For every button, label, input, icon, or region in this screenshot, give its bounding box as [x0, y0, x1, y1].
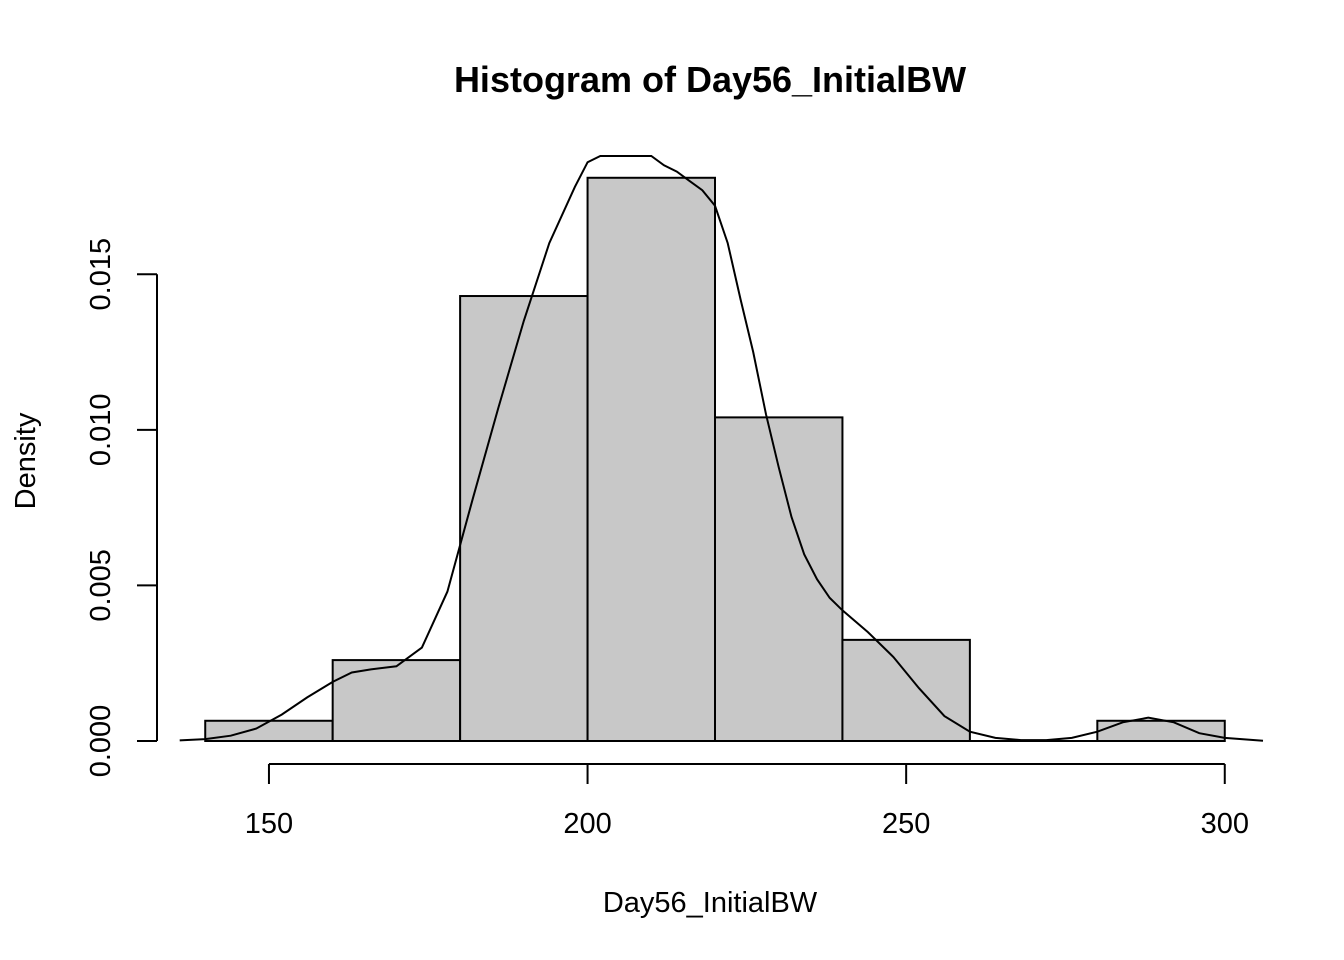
x-axis: 150 200 250 300	[245, 763, 1249, 840]
bars-group	[204, 176, 1226, 743]
histogram-bar	[331, 659, 462, 743]
density-curve	[179, 155, 1264, 742]
histogram-bar	[204, 719, 334, 742]
histogram-bar	[714, 416, 844, 742]
y-tick-label: 0.010	[85, 394, 117, 467]
histogram-bar	[841, 638, 971, 743]
x-tick-label: 150	[245, 808, 293, 840]
y-axis-label: Density	[10, 412, 42, 509]
x-tick-label: 250	[882, 808, 930, 840]
y-tick-label: 0.015	[85, 238, 117, 311]
x-tick-label: 300	[1201, 808, 1249, 840]
x-axis-label: Day56_InitialBW	[603, 887, 818, 919]
y-axis: 0.000 0.005 0.010 0.015	[85, 238, 158, 778]
histogram-bar	[586, 176, 717, 742]
y-tick-label: 0.000	[85, 705, 117, 778]
chart-title: Histogram of Day56_InitialBW	[454, 59, 966, 100]
y-tick-label: 0.005	[85, 549, 117, 622]
x-tick-label: 200	[563, 808, 611, 840]
histogram-bar	[459, 295, 589, 742]
